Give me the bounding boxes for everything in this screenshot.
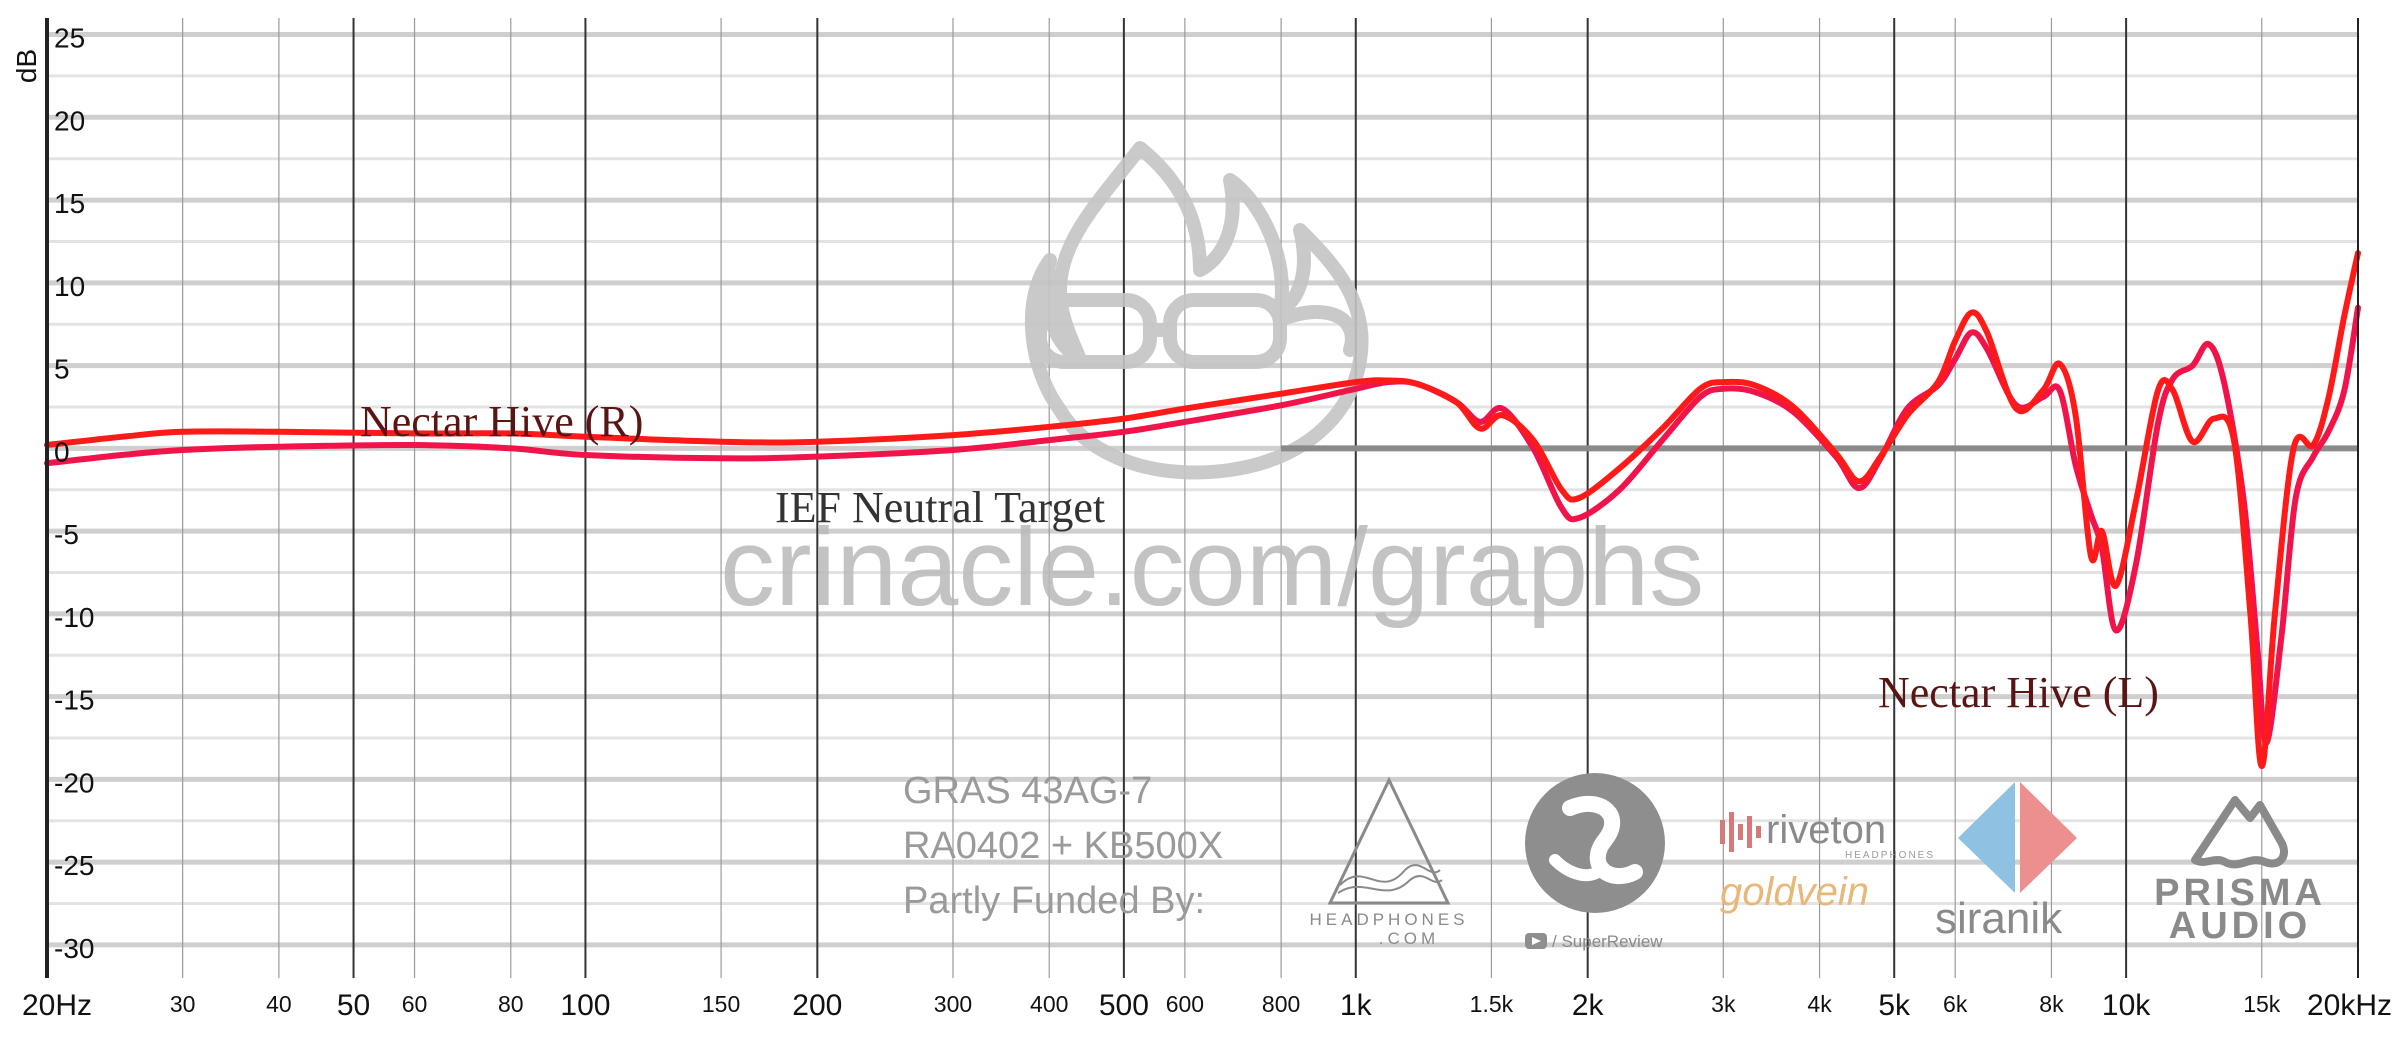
y-tick-label: -15 [54, 685, 94, 716]
y-tick-label: -25 [54, 850, 94, 881]
y-tick-label: -10 [54, 602, 94, 633]
y-tick-label: 15 [54, 188, 85, 219]
y-tick-label: 25 [54, 23, 85, 54]
x-tick-label-minor: 300 [934, 991, 972, 1017]
x-tick-label-minor: 40 [266, 991, 292, 1017]
headphones-com-logo: HEADPHONES .COM [1309, 776, 1468, 948]
x-tick-label-minor: 30 [170, 991, 196, 1017]
superreview-logo: / SuperReview [1525, 773, 1665, 951]
rig-line-2: RA0402 + KB500X [903, 825, 1223, 867]
x-tick-label: 200 [792, 989, 842, 1022]
superreview-text: / SuperReview [1552, 932, 1663, 951]
x-tick-label-minor: 150 [702, 991, 740, 1017]
rig-line-3: Partly Funded By: [903, 880, 1205, 922]
x-tick-label: 50 [337, 989, 370, 1022]
prisma-audio-logo: PRISMA AUDIO [2154, 796, 2326, 947]
riveton-logo: riveton HEADPHONES [1720, 808, 1935, 861]
y-tick-label: -5 [54, 519, 79, 550]
series-label-left: Nectar Hive (L) [1878, 668, 2159, 717]
x-tick-label-minor: 1.5k [1470, 991, 1514, 1017]
x-tick-label-minor: 3k [1711, 991, 1736, 1017]
x-tick-label: 500 [1099, 989, 1149, 1022]
x-tick-label-minor: 6k [1943, 991, 1968, 1017]
x-tick-label-minor: 15k [2243, 991, 2281, 1017]
y-tick-label: 10 [54, 271, 85, 302]
series-layer [44, 250, 2361, 770]
x-tick-label-minor: 8k [2039, 991, 2064, 1017]
x-tick-label-minor: 80 [498, 991, 524, 1017]
y-tick-label: 5 [54, 354, 70, 385]
x-tick-label-minor: 600 [1166, 991, 1204, 1017]
x-tick-label-minor: 800 [1262, 991, 1300, 1017]
riveton-subtext: HEADPHONES [1845, 850, 1935, 861]
y-tick-label: -20 [54, 767, 94, 798]
x-tick-label: 1k [1340, 989, 1373, 1022]
riveton-text: riveton [1766, 808, 1886, 852]
x-tick-label: 5k [1878, 989, 1911, 1022]
watermark-text: crinacle.com/graphs [720, 506, 1704, 629]
sironik-logo: siranik [1935, 782, 2077, 943]
y-tick-label: 20 [54, 105, 85, 136]
target-label: IEF Neutral Target [775, 483, 1105, 532]
goldvein-logo: goldvein [1720, 870, 1869, 914]
x-tick-label: 20Hz [22, 989, 92, 1022]
series-label-right: Nectar Hive (R) [360, 397, 643, 446]
x-tick-label: 100 [560, 989, 610, 1022]
x-tick-label-minor: 4k [1807, 991, 1832, 1017]
audio-text: AUDIO [2169, 905, 2311, 947]
prisma-text: PRISMA [2154, 872, 2326, 914]
x-tick-label-minor: 400 [1030, 991, 1068, 1017]
y-tick-label: -30 [54, 933, 94, 964]
sironik-text: siranik [1935, 894, 2063, 943]
headphones-com-subtext: .COM [1379, 929, 1439, 948]
x-tick-label-minor: 60 [402, 991, 428, 1017]
crinacle-mascot-watermark [1024, 141, 1369, 480]
x-tick-label: 2k [1572, 989, 1605, 1022]
x-tick-label: 20kHz [2307, 989, 2392, 1022]
series-line-nectar-hive-r [44, 250, 2361, 770]
rig-line-1: GRAS 43AG-7 [903, 770, 1152, 812]
y-tick-label: 0 [54, 436, 70, 467]
headphones-com-text: HEADPHONES [1309, 910, 1468, 929]
y-axis-label: dB [11, 49, 42, 83]
x-tick-label: 10k [2102, 989, 2151, 1022]
